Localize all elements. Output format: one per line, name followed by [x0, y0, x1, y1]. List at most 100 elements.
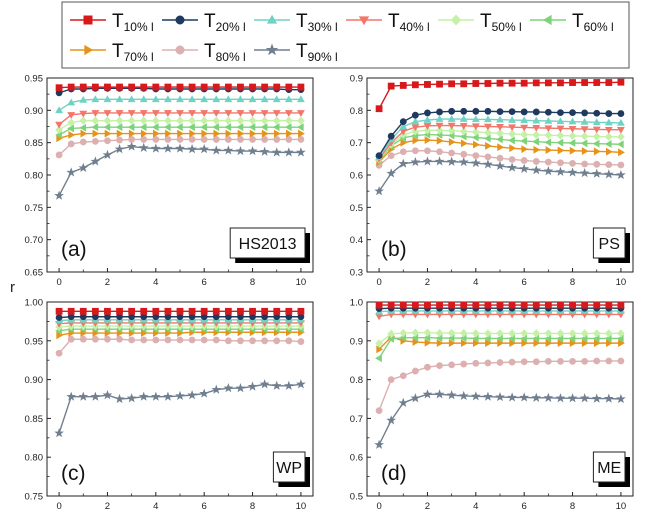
data-point	[200, 95, 209, 103]
chart-panel: 0.75 0.80 0.85 0.90 0.95 1.00 0 2 4 6 8 10 (c) WP	[25, 298, 314, 512]
data-point	[138, 142, 149, 152]
x-tick-label: 2	[425, 277, 430, 288]
data-point	[448, 80, 456, 88]
data-point	[212, 136, 220, 143]
data-point	[470, 391, 481, 401]
data-point	[164, 136, 172, 143]
panel-label: (c)	[61, 462, 86, 485]
panel-label: (a)	[61, 238, 87, 261]
series	[376, 332, 625, 354]
data-point	[579, 393, 590, 403]
x-tick-label: 0	[56, 501, 61, 512]
chart-panel: 0.65 0.70 0.75 0.80 0.85 0.90 0.95 0 2 4 6 8 10 (a) HS…	[25, 74, 314, 288]
data-point	[68, 130, 76, 139]
data-point	[459, 123, 468, 130]
legend-entry: T70% l	[70, 41, 154, 64]
data-point	[557, 301, 564, 309]
data-point	[411, 127, 420, 136]
series	[55, 307, 305, 315]
data-point	[399, 118, 407, 126]
data-point	[115, 123, 123, 132]
data-point	[603, 393, 614, 403]
data-point	[387, 82, 395, 90]
data-point	[116, 136, 123, 144]
data-point	[164, 336, 172, 344]
data-point	[128, 136, 136, 143]
data-point	[532, 125, 541, 132]
data-point	[375, 354, 382, 363]
data-point	[116, 307, 123, 315]
data-point	[616, 169, 626, 180]
data-point	[152, 307, 160, 315]
data-point	[399, 372, 407, 380]
data-point	[200, 136, 208, 143]
legend-label-sub: 80% l	[216, 50, 246, 64]
data-point	[520, 358, 528, 366]
data-point	[374, 186, 384, 196]
legend-label-base: T	[480, 11, 492, 32]
data-point	[164, 116, 172, 125]
data-point	[483, 123, 492, 131]
data-point	[387, 376, 395, 383]
series-line	[58, 145, 301, 197]
data-point	[544, 301, 552, 309]
x-tick-label: 8	[250, 277, 255, 288]
data-point	[200, 110, 209, 117]
data-point	[581, 79, 589, 86]
legend-entry: T10% l	[70, 11, 154, 34]
data-point	[411, 81, 419, 89]
y-tick-label: 0.8	[350, 375, 363, 386]
data-point	[508, 79, 516, 87]
data-point	[271, 380, 282, 390]
x-tick-label: 10	[296, 501, 307, 512]
data-point	[496, 115, 504, 123]
data-point	[212, 83, 220, 91]
data-point	[140, 83, 148, 91]
series	[375, 115, 625, 160]
data-point	[508, 116, 517, 123]
data-point	[435, 122, 444, 130]
data-point	[176, 307, 184, 315]
legend-label-base: T	[204, 41, 216, 62]
legend-frame	[61, 1, 630, 69]
legend: T10% l T20% l T30% l T40% l T50% l T60% lT70%…	[61, 1, 630, 69]
data-point	[188, 336, 196, 344]
data-point	[375, 339, 383, 348]
data-point	[55, 307, 63, 315]
data-point	[273, 136, 281, 143]
data-point	[78, 391, 89, 401]
series	[375, 357, 625, 415]
legend-marker	[266, 14, 278, 24]
data-point	[249, 83, 256, 91]
data-point	[618, 339, 625, 348]
data-point	[212, 95, 221, 103]
series	[54, 379, 306, 438]
legend-label-base: T	[204, 11, 216, 32]
x-tick-label: 8	[250, 501, 255, 512]
data-point	[544, 108, 552, 116]
data-point	[446, 156, 457, 166]
data-point	[150, 143, 161, 153]
legend-label-sub: 40% l	[400, 20, 430, 34]
data-point	[472, 127, 480, 137]
data-point	[472, 80, 480, 87]
data-point	[237, 136, 244, 143]
data-point	[152, 336, 160, 344]
data-point	[211, 145, 222, 155]
data-point	[225, 129, 233, 138]
dataset-label-box	[592, 227, 626, 259]
legend-entry: T60% l	[530, 11, 614, 34]
dataset-label: HS2013	[239, 236, 297, 253]
data-point	[116, 335, 123, 343]
data-point	[164, 83, 172, 91]
y-tick-label: 0.9	[350, 74, 363, 85]
data-point	[67, 140, 75, 148]
data-point	[224, 337, 232, 345]
data-point	[593, 339, 601, 348]
data-point	[617, 132, 625, 142]
legend-entry: T50% l	[438, 11, 522, 34]
data-point	[188, 110, 197, 117]
data-point	[460, 139, 468, 148]
data-point	[66, 391, 77, 401]
